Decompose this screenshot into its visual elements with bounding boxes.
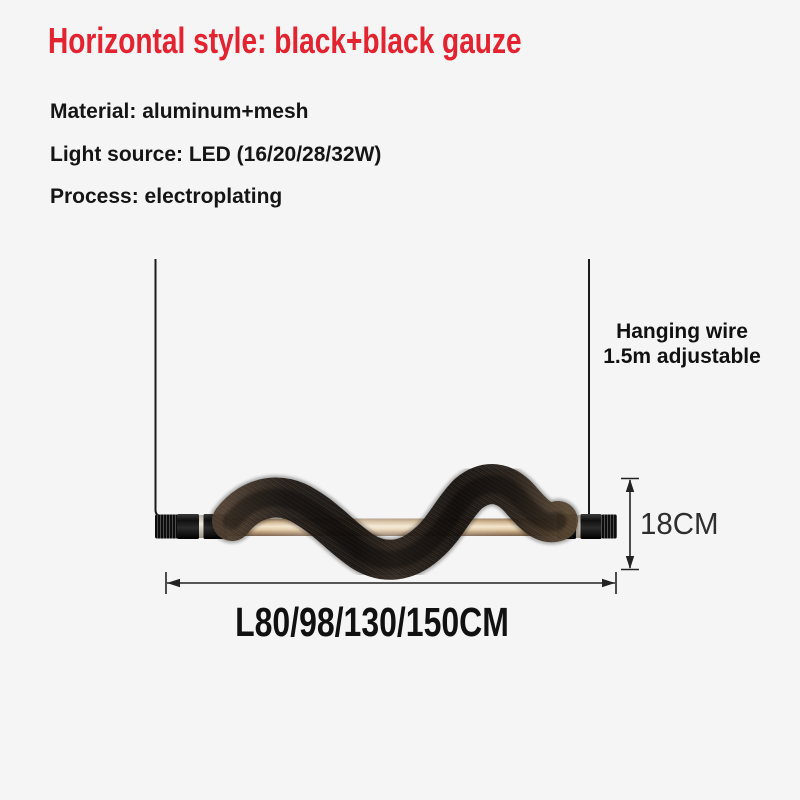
- lamp-bar-mesh-texture: [226, 518, 558, 536]
- hanging-wire-note: Hanging wire 1.5m adjustable: [600, 319, 764, 369]
- end-cap-thread-left: [155, 514, 178, 539]
- length-dimension-line: [165, 572, 617, 594]
- end-cap-right: [580, 514, 602, 539]
- hanging-wire-note-line1: Hanging wire: [616, 320, 748, 343]
- separator-ring-left: [199, 515, 204, 538]
- height-dimension-label: 18CM: [640, 506, 719, 541]
- page-title: Horizontal style: black+black gauze: [48, 20, 522, 61]
- height-dimension-line: [621, 477, 639, 571]
- hanging-wire-left: [154, 259, 163, 518]
- spec-list: Material: aluminum+mesh Light source: LE…: [50, 100, 381, 228]
- spec-light-source: Light source: LED (16/20/28/32W): [50, 142, 382, 166]
- end-cap-left: [177, 514, 199, 539]
- hanging-wire-note-line2: 1.5m adjustable: [603, 345, 761, 368]
- spec-material: Material: aluminum+mesh: [50, 100, 309, 123]
- spec-process: Process: electroplating: [50, 185, 283, 208]
- end-cap-thread-right: [601, 514, 617, 539]
- length-dimension-label: L80/98/130/150CM: [235, 599, 509, 645]
- mesh-gauze-wave: [210, 462, 580, 582]
